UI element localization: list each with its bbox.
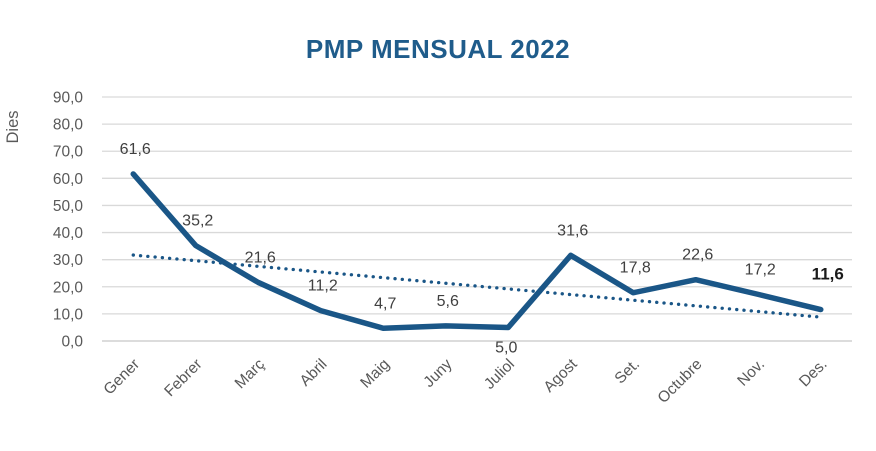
y-tick-label: 30,0 <box>53 252 84 269</box>
x-category-label: Febrer <box>161 356 205 400</box>
x-category-label: Octubre <box>655 356 706 407</box>
x-category-label: Maig <box>357 356 393 392</box>
y-tick-label: 80,0 <box>53 117 84 134</box>
x-category-label: Agost <box>541 355 582 396</box>
y-tick-label: 20,0 <box>53 279 84 296</box>
data-label: 5,0 <box>495 339 517 356</box>
x-category-label: Nov. <box>734 356 768 390</box>
data-label: 21,6 <box>245 249 276 266</box>
data-series-line <box>130 171 824 332</box>
x-category-label: Juliol <box>481 356 518 393</box>
y-tick-label: 40,0 <box>53 225 84 242</box>
data-label: 61,6 <box>120 141 151 158</box>
data-label: 31,6 <box>557 222 588 239</box>
data-label: 4,7 <box>374 295 396 312</box>
y-axis-title: Dies <box>4 110 22 143</box>
chart-title: PMP MENSUAL 2022 <box>305 34 571 64</box>
y-tick-label: 90,0 <box>53 90 84 107</box>
data-label: 11,2 <box>308 278 338 295</box>
x-category-label: Set. <box>612 356 644 388</box>
x-category-label: Abril <box>297 356 331 390</box>
data-label: 17,2 <box>745 261 776 278</box>
x-category-label: Juny <box>420 356 455 391</box>
y-tick-label: 60,0 <box>53 171 84 188</box>
y-tick-label: 70,0 <box>53 144 84 161</box>
data-label: 17,8 <box>620 260 651 277</box>
y-tick-label: 10,0 <box>53 306 84 323</box>
x-category-label: Gener <box>101 356 143 398</box>
y-tick-label: 0,0 <box>61 334 83 351</box>
data-label: 35,2 <box>182 213 213 230</box>
data-label: 11,6 <box>812 265 844 284</box>
x-category-label: Març <box>232 356 269 393</box>
data-label: 22,6 <box>682 247 713 264</box>
x-category-label: Des. <box>796 356 831 391</box>
y-tick-label: 50,0 <box>53 198 84 215</box>
trendline-dotted <box>131 253 823 319</box>
data-label: 5,6 <box>437 293 459 310</box>
